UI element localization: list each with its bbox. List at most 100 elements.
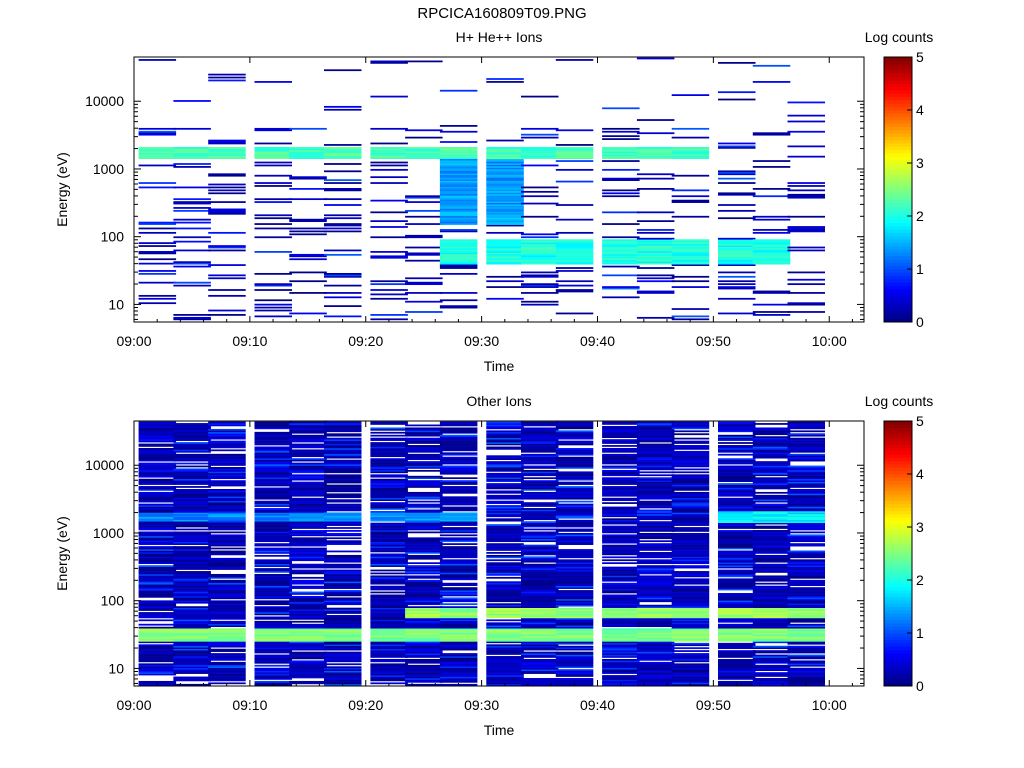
heatmap-cell	[671, 666, 710, 669]
heatmap-cell	[254, 585, 292, 588]
heatmap-cell	[370, 636, 408, 639]
heatmap-cell	[486, 148, 524, 151]
heatmap-cell	[289, 152, 327, 155]
heatmap-cell	[486, 597, 524, 600]
colorbar-swatch	[884, 202, 912, 207]
heatmap-cell	[138, 472, 177, 475]
heatmap-cell	[752, 255, 791, 258]
heatmap-cell	[671, 484, 710, 487]
heatmap-cell	[602, 538, 640, 541]
heatmap-cell	[138, 468, 177, 471]
heatmap-cell	[486, 494, 524, 497]
heatmap-cell	[289, 155, 327, 158]
heatmap-cell	[787, 524, 825, 526]
heatmap-cell	[138, 568, 177, 570]
heatmap-cell	[636, 593, 675, 595]
heatmap-cell	[602, 480, 640, 482]
heatmap-cell	[555, 538, 594, 541]
heatmap-cell	[555, 552, 594, 554]
heatmap-cell	[602, 629, 640, 632]
heatmap-cell	[173, 568, 211, 570]
heatmap-cell	[173, 582, 211, 585]
heatmap-cell	[405, 521, 443, 523]
heatmap-cell	[602, 616, 640, 619]
heatmap-cell	[718, 506, 756, 509]
heatmap-cell	[671, 587, 710, 589]
heatmap-cell	[486, 78, 524, 80]
heatmap-cell	[439, 612, 478, 614]
heatmap-cell	[521, 155, 559, 158]
heatmap-cell	[752, 593, 791, 595]
heatmap-cell	[208, 437, 246, 440]
heatmap-cell	[405, 593, 443, 595]
heatmap-cell	[439, 264, 478, 266]
heatmap-cell	[555, 152, 594, 155]
heatmap-cell	[555, 568, 594, 570]
heatmap-cell	[138, 524, 177, 526]
heatmap-cell	[521, 616, 559, 619]
heatmap-cell	[324, 484, 362, 487]
heatmap-cell	[324, 559, 362, 562]
heatmap-cell	[173, 632, 211, 635]
heatmap-cell	[439, 496, 478, 499]
heatmap-cell	[671, 591, 710, 594]
heatmap-cell	[636, 497, 675, 500]
heatmap-cell	[602, 246, 640, 249]
heatmap-cell	[405, 667, 443, 670]
heatmap-cell	[671, 673, 710, 676]
heatmap-cell	[486, 515, 524, 518]
heatmap-cell	[752, 534, 791, 537]
heatmap-cell	[439, 664, 478, 667]
heatmap-cell	[254, 464, 292, 466]
heatmap-cell	[208, 449, 246, 452]
heatmap-cell	[752, 541, 791, 544]
heatmap-cell	[254, 568, 292, 570]
heatmap-cell	[138, 616, 177, 619]
heatmap-cell	[138, 146, 177, 149]
heatmap-cell	[439, 272, 478, 275]
heatmap-cell	[636, 676, 675, 679]
heatmap-cell	[370, 421, 408, 424]
heatmap-cell	[173, 639, 211, 642]
heatmap-cell	[405, 680, 443, 683]
heatmap-cell	[636, 506, 675, 509]
heatmap-cell	[602, 248, 640, 250]
heatmap-cell	[138, 242, 177, 244]
heatmap-cell	[173, 316, 211, 319]
heatmap-cell	[521, 255, 559, 258]
heatmap-cell	[405, 600, 443, 603]
heatmap-cell	[439, 439, 478, 441]
heatmap-cell	[439, 141, 478, 143]
heatmap-cell	[602, 518, 640, 521]
heatmap-cell	[486, 258, 524, 261]
heatmap-cell	[671, 261, 710, 264]
heatmap-cell	[370, 595, 408, 598]
colorbar-swatch	[884, 252, 912, 257]
heatmap-cell	[254, 446, 292, 449]
colorbar-swatch	[884, 182, 912, 187]
heatmap-cell	[370, 634, 408, 636]
heatmap-cell	[439, 531, 478, 534]
heatmap-cell	[439, 487, 478, 490]
heatmap-cell	[636, 152, 675, 155]
heatmap-cell	[439, 447, 478, 450]
heatmap-cell	[370, 631, 408, 633]
heatmap-cell	[439, 678, 478, 680]
heatmap-cell	[671, 487, 710, 490]
heatmap-cell	[405, 136, 443, 139]
heatmap-cell	[138, 615, 177, 617]
heatmap-cell	[787, 598, 825, 601]
heatmap-cell	[138, 427, 177, 430]
heatmap-cell	[405, 462, 443, 465]
heatmap-cell	[208, 496, 246, 499]
heatmap-cell	[370, 157, 408, 159]
heatmap-cell	[787, 601, 825, 604]
x-tick-label: 09:50	[696, 333, 731, 349]
heatmap-cell	[324, 541, 362, 544]
heatmap-cell	[787, 472, 825, 475]
heatmap-cell	[636, 500, 675, 503]
heatmap-cell	[787, 474, 825, 477]
heatmap-cell	[138, 658, 177, 661]
heatmap-cell	[787, 629, 825, 632]
heatmap-cell	[486, 421, 524, 424]
